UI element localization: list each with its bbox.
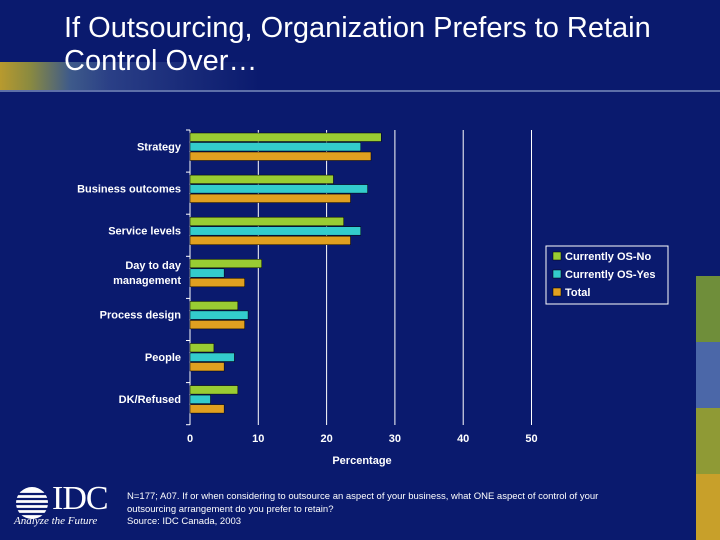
bar-2-3 <box>189 193 351 203</box>
category-label-6: People <box>145 352 181 364</box>
category-label-line: management <box>113 275 181 287</box>
bar-1-2 <box>189 142 361 152</box>
bar-6-1 <box>189 343 215 353</box>
bar-2-1 <box>189 174 334 184</box>
category-label-3: Service levels <box>108 225 181 237</box>
side-decoration <box>696 210 720 540</box>
footnote-line-2: outsourcing arrangement do you prefer to… <box>127 503 334 515</box>
slide-title: If Outsourcing, Organization Prefers to … <box>64 12 651 77</box>
legend-swatch-3 <box>552 287 562 297</box>
idc-globe-icon <box>14 487 50 519</box>
footnote-line-1: N=177; A07. If or when considering to ou… <box>127 491 599 502</box>
category-label-line: Business outcomes <box>77 183 181 195</box>
side-block-4 <box>696 408 720 474</box>
bar-3-3 <box>189 235 351 245</box>
category-label-line: Strategy <box>137 141 182 153</box>
category-label-2: Business outcomes <box>77 183 181 195</box>
x-axis-label: Percentage <box>332 455 391 467</box>
category-label-4: Day to day management <box>113 260 182 287</box>
side-block-2 <box>696 276 720 342</box>
bar-5-2 <box>189 310 249 320</box>
category-label-line: Service levels <box>108 225 181 237</box>
x-tick-label-20: 20 <box>320 433 332 445</box>
x-tick-label-0: 0 <box>187 433 193 445</box>
bar-3-2 <box>189 226 361 236</box>
bar-6-3 <box>189 362 225 372</box>
bar-6-2 <box>189 352 235 362</box>
title-underline <box>0 90 720 92</box>
category-label-1: Strategy <box>137 141 182 153</box>
category-label-5: Process design <box>100 310 182 322</box>
bar-5-1 <box>189 301 239 311</box>
bar-4-1 <box>189 259 262 269</box>
legend-label-2: Currently OS-Yes <box>565 269 655 281</box>
legend-box <box>545 245 669 305</box>
footnote: N=177; A07. If or when considering to ou… <box>127 491 687 529</box>
x-tick-label-10: 10 <box>252 433 264 445</box>
legend-swatch-1 <box>552 251 562 261</box>
category-label-line: Process design <box>100 310 182 322</box>
idc-tagline: Analyze the Future <box>14 515 98 527</box>
legend-label-1: Currently OS-No <box>565 251 651 263</box>
x-tick-label-40: 40 <box>457 433 469 445</box>
bar-7-1 <box>189 385 239 395</box>
bar-1-3 <box>189 151 372 161</box>
bar-1-1 <box>189 132 382 142</box>
category-label-7: DK/Refused <box>119 394 181 406</box>
side-block-5 <box>696 474 720 540</box>
legend-label-3: Total <box>565 287 590 299</box>
bar-3-1 <box>189 216 344 226</box>
bar-4-2 <box>189 268 225 278</box>
category-label-line: People <box>145 352 181 364</box>
side-block-1 <box>696 210 720 276</box>
footnote-line-3: Source: IDC Canada, 2003 <box>127 516 242 527</box>
bar-4-3 <box>189 278 245 288</box>
title-stripe <box>0 62 720 92</box>
bar-2-2 <box>189 184 368 194</box>
category-label-line: DK/Refused <box>119 394 181 406</box>
legend-swatch-2 <box>552 269 562 279</box>
idc-logo-text: IDC <box>52 480 109 517</box>
x-tick-label-30: 30 <box>389 433 401 445</box>
x-tick-label-50: 50 <box>525 433 537 445</box>
title-area: If Outsourcing, Organization Prefers to … <box>0 0 720 95</box>
side-block-3 <box>696 342 720 408</box>
bar-7-3 <box>189 404 225 414</box>
bar-7-2 <box>189 394 211 404</box>
category-label-line: Day to day <box>125 260 182 272</box>
bar-5-3 <box>189 320 245 330</box>
